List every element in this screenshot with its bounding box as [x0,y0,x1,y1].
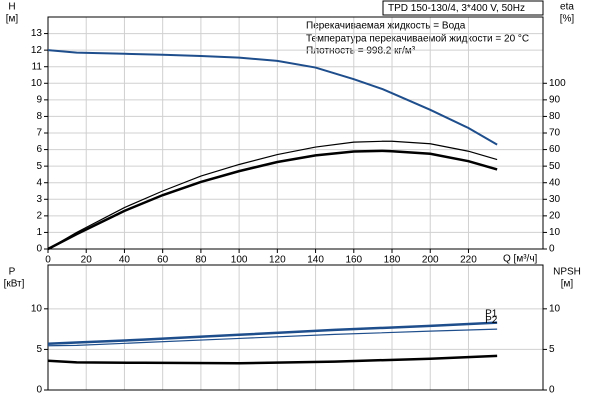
y2-tick-label: 70 [549,128,561,139]
y-tick-label: 12 [31,45,43,56]
y2-tick-label: 0 [549,385,555,396]
x-tick-label: 220 [460,255,477,266]
y-tick-label: 0 [36,244,42,255]
x-tick-label: 160 [345,255,362,266]
series-label: P1 [485,308,498,319]
y-tick-label: 7 [36,128,42,139]
y-tick-label: 5 [36,161,42,172]
y-axis-unit: [м] [6,14,19,25]
x-tick-label: 80 [195,255,207,266]
y-tick-label: 5 [36,344,42,355]
y2-tick-label: 100 [549,78,566,89]
y-tick-label: 11 [32,61,43,72]
plot-frame [47,264,544,391]
y2-tick-label: 10 [549,227,561,238]
y2-tick-label: 50 [549,161,561,172]
y2-tick-label: 30 [549,194,561,205]
x-tick-label: 40 [119,255,131,266]
x-tick-label: 100 [231,255,248,266]
y-tick-label: 6 [36,144,42,155]
y-tick-label: 8 [36,111,42,122]
y2-tick-label: 40 [549,177,561,188]
x-tick-label: 60 [157,255,169,266]
annotation: Плотность = 998.2 кг/м³ [306,46,416,57]
y2-tick-label: 80 [549,111,561,122]
annotation: Перекачиваемая жидкость = Вода [306,21,466,32]
y-axis-label: H [8,2,15,13]
curve [47,49,498,146]
y2-axis-label: eta [560,2,574,13]
curve [47,328,498,347]
x-tick-label: 120 [269,255,286,266]
curve [47,140,498,250]
y-tick-label: 1 [36,227,42,238]
curve [47,354,498,365]
x-tick-label: 180 [384,255,401,266]
y2-tick-label: 60 [549,144,561,155]
y2-axis-unit: [м] [561,279,574,290]
x-tick-label: 20 [81,255,93,266]
y-tick-label: 10 [31,303,43,314]
y-axis-unit: [кВт] [4,279,25,290]
y2-tick-label: 0 [549,244,555,255]
y-tick-label: 10 [31,78,43,89]
x-axis-label: Q [м³/ч] [503,254,538,265]
y2-tick-label: 20 [549,210,561,221]
x-tick-label: 0 [45,255,51,266]
x-tick-label: 140 [307,255,324,266]
curve [47,149,498,251]
annotation: Температура перекачиваемой жидкости = 20… [306,34,529,45]
y-tick-label: 9 [36,94,42,105]
y2-axis-unit: [%] [560,14,575,25]
y-tick-label: 13 [31,28,43,39]
title-box [382,0,544,16]
y-tick-label: 4 [36,177,42,188]
y-axis-label: P [9,267,16,278]
y2-tick-label: 10 [549,303,561,314]
y2-axis-label: NPSH [553,267,581,278]
y-tick-label: 3 [36,194,42,205]
y2-tick-label: 5 [549,344,555,355]
curve [47,321,498,345]
x-tick-label: 200 [422,255,439,266]
y-tick-label: 0 [36,385,42,396]
y-tick-label: 2 [36,210,42,221]
chart-title: TPD 150-130/4, 3*400 V, 50Hz [388,3,525,14]
series-label: P2 [485,315,498,326]
y2-tick-label: 90 [549,94,561,105]
